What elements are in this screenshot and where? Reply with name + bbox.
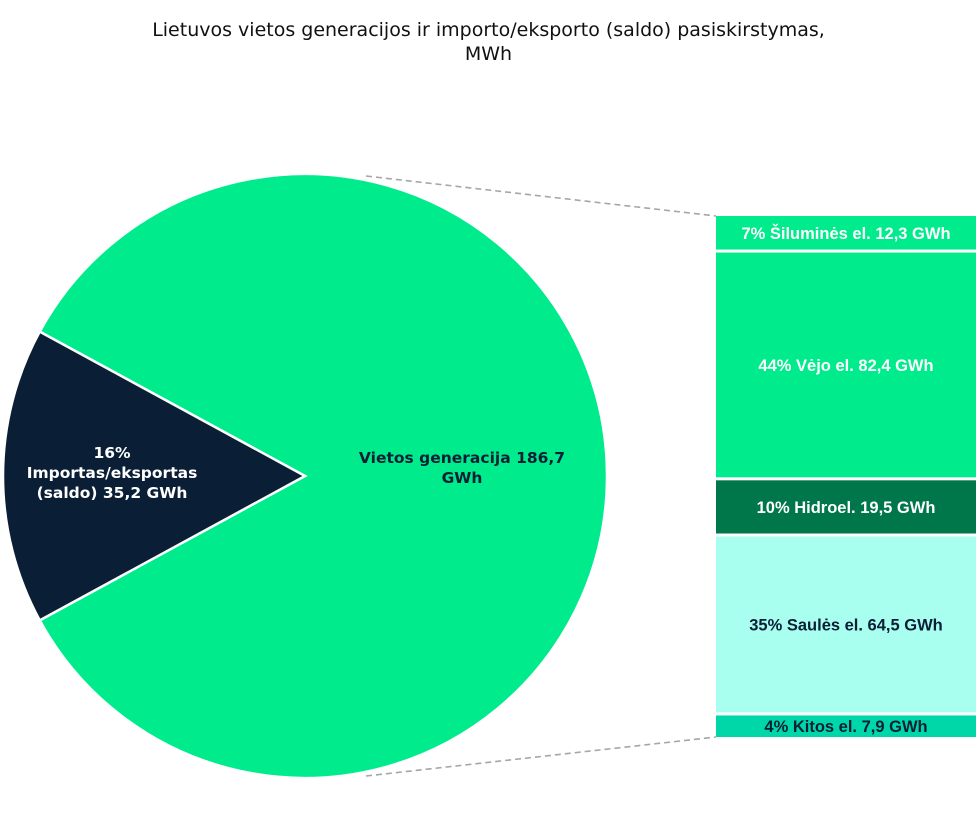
pie-slices <box>1 172 609 780</box>
connector-lines <box>365 175 717 777</box>
chart-title-line-1: Lietuvos vietos generacijos ir importo/e… <box>152 19 825 41</box>
bar-segment-solar <box>716 536 976 713</box>
pie-labels: Vietos generacija 186,7 GWh 16% Importas/ek… <box>27 444 565 502</box>
breakdown-bar-labels: 7% Šiluminės el. 12,3 GWh 44% Vėjo el. 82… <box>741 224 950 736</box>
bar-segment-other <box>716 715 976 737</box>
bar-label-solar: 35% Saulės el. 64,5 GWh <box>749 616 943 634</box>
pie-label-import: 16% Importas/eksportas (saldo) 35,2 GWh <box>27 444 198 502</box>
bar-label-hydro: 10% Hidroel. 19,5 GWh <box>757 499 936 517</box>
pie-label-local: Vietos generacija 186,7 GWh <box>359 449 565 487</box>
connector-line-bottom <box>365 736 717 777</box>
bar-segment-hydro <box>716 480 976 534</box>
bar-segment-wind <box>716 252 976 478</box>
bar-label-other: 4% Kitos el. 7,9 GWh <box>764 718 927 736</box>
breakdown-bar <box>716 216 976 737</box>
bar-segment-thermal <box>716 216 976 250</box>
chart-title-line-2: MWh <box>464 43 513 65</box>
chart-title: Lietuvos vietos generacijos ir importo/e… <box>0 18 977 66</box>
pie-slice-local <box>38 172 609 780</box>
pie-slice-import <box>1 329 308 623</box>
bar-label-thermal: 7% Šiluminės el. 12,3 GWh <box>741 224 950 243</box>
bar-label-wind: 44% Vėjo el. 82,4 GWh <box>758 357 933 375</box>
connector-line-top <box>365 175 717 217</box>
